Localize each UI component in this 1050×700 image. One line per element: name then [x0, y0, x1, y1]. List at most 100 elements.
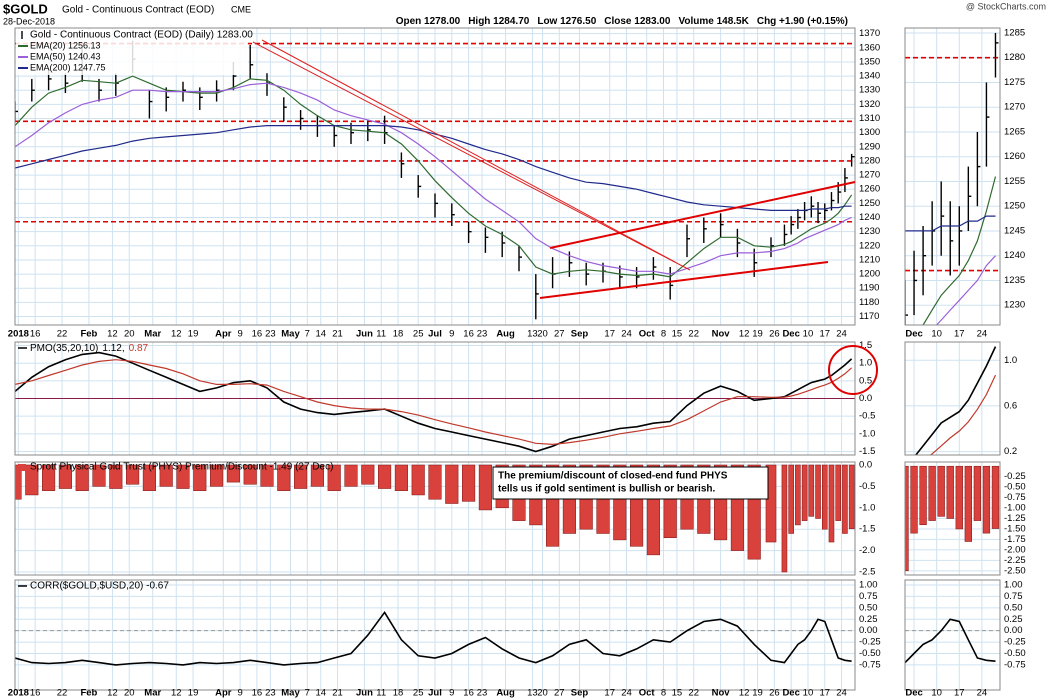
bar: [937, 465, 945, 517]
x-tick-label: 16: [30, 688, 41, 699]
plot-area: [15, 40, 855, 320]
x-tick-label: 14: [315, 329, 326, 340]
x-tick-label: 15: [672, 688, 683, 699]
x-tick-label: 17: [604, 329, 615, 340]
x-tick-label: 24: [621, 688, 632, 699]
x-tick-label: Sep: [571, 329, 589, 340]
channel-line: [539, 261, 829, 299]
x-tick-label: 19: [188, 688, 199, 699]
bar: [344, 464, 358, 487]
legend-label: 1.12,: [102, 343, 124, 354]
y-tick-label: 0.75: [859, 591, 878, 602]
y-tick-label: 1220: [859, 240, 880, 251]
x-tick-label: 19: [752, 329, 763, 340]
y-tick-label: 1190: [859, 283, 879, 294]
plot-area: [905, 465, 1000, 572]
y-tick-label: -2.25: [1004, 555, 1026, 566]
x-tick-label: Apr: [215, 329, 232, 340]
x-tick-label: 9: [449, 688, 454, 699]
y-tick-label: -0.25: [1004, 471, 1026, 482]
x-tick-label: Oct: [639, 688, 656, 699]
x-tick-label: 2018: [8, 329, 29, 340]
plot-area: [905, 618, 1000, 664]
y-tick-label: -1.0: [859, 428, 875, 439]
quote-item: Low 1276.50: [537, 16, 596, 27]
x-tick-label: 10: [931, 688, 942, 699]
bar: [176, 464, 190, 489]
bar: [905, 465, 909, 572]
x-tick-label: 9: [237, 688, 242, 699]
credit: @ StockCharts.com: [966, 1, 1046, 11]
plot-area: [15, 610, 855, 666]
series-line: [15, 610, 852, 666]
panel-border: [904, 461, 1001, 576]
quote-item: Volume 148.5K: [678, 16, 749, 27]
bar: [327, 464, 341, 491]
annotations: [252, 39, 878, 395]
x-tick-label: 17: [819, 688, 830, 699]
bar: [955, 465, 963, 530]
x-tick-label: 20: [537, 329, 548, 340]
x-tick-label: 26: [769, 329, 780, 340]
x-tick-label: 10: [931, 329, 942, 340]
series-line: [15, 82, 852, 275]
y-tick-label: 1300: [859, 127, 880, 138]
y-tick-label: -1.00: [1004, 503, 1026, 514]
bar: [801, 464, 808, 521]
panel-border: [14, 341, 856, 456]
trend-line: [261, 39, 676, 263]
annotation-text: The premium/discount of closed-end fund …: [498, 471, 728, 482]
y-tick-label: 1.0: [859, 358, 872, 369]
y-tick-label: -1.5: [859, 524, 875, 535]
panel-title: PMO(35,20,10) 1.12, 0.87: [30, 343, 149, 354]
y-tick-label: 1275: [1004, 77, 1025, 88]
y-tick-label: 1.5: [859, 340, 872, 351]
x-tick-label: Nov: [712, 688, 731, 699]
y-tick-label: 1250: [859, 198, 880, 209]
y-tick-label: 0.00: [859, 625, 878, 636]
x-tick-label: 12: [107, 329, 118, 340]
x-tick-label: 26: [769, 688, 780, 699]
bar: [243, 464, 257, 485]
x-tick-label: Jul: [428, 688, 442, 699]
x-tick-label: 18: [393, 329, 404, 340]
legend-label: EMA(200) 1247.75: [30, 62, 106, 72]
bar: [15, 464, 22, 500]
y-tick-label: -0.50: [1004, 482, 1026, 493]
x-tick-label: 11: [376, 688, 386, 699]
y-tick-label: 1255: [1004, 176, 1025, 187]
x-tick-label: 16: [252, 688, 263, 699]
y-tick-label: 1.00: [859, 580, 878, 591]
bar: [294, 464, 308, 489]
bar: [210, 464, 224, 487]
y-tick-label: 1200: [859, 269, 880, 280]
y-tick-label: -0.50: [1004, 648, 1026, 659]
y-tick-label: -2.00: [1004, 544, 1026, 555]
bar: [142, 464, 156, 491]
bar: [75, 464, 89, 491]
bar: [126, 464, 140, 485]
x-tick-label: 22: [688, 329, 699, 340]
y-tick-label: 1265: [1004, 126, 1025, 137]
x-tick-label: Aug: [496, 329, 515, 340]
bar: [277, 464, 291, 491]
panel-border: [904, 579, 1001, 691]
y-tick-label: 1230: [1004, 300, 1025, 311]
y-tick-label: 1250: [1004, 201, 1025, 212]
y-tick-label: 1.0: [1004, 355, 1017, 366]
y-tick-label: 1180: [859, 297, 879, 308]
panel-border: [904, 27, 1001, 326]
x-tick-label: Jun: [356, 329, 373, 340]
x-tick-label: 10: [803, 329, 814, 340]
x-tick-label: 27: [554, 688, 565, 699]
y-tick-label: -0.5: [859, 481, 875, 492]
x-tick-label: 20: [124, 688, 135, 699]
y-tick-label: 1.00: [1004, 580, 1023, 591]
bar: [310, 464, 324, 487]
x-tick-label: 14: [315, 688, 326, 699]
date: 28-Dec-2018: [3, 16, 55, 26]
y-tick-label: 0.0: [859, 393, 872, 404]
x-tick-label: 8: [661, 688, 666, 699]
y-tick-label: -0.25: [859, 637, 881, 648]
